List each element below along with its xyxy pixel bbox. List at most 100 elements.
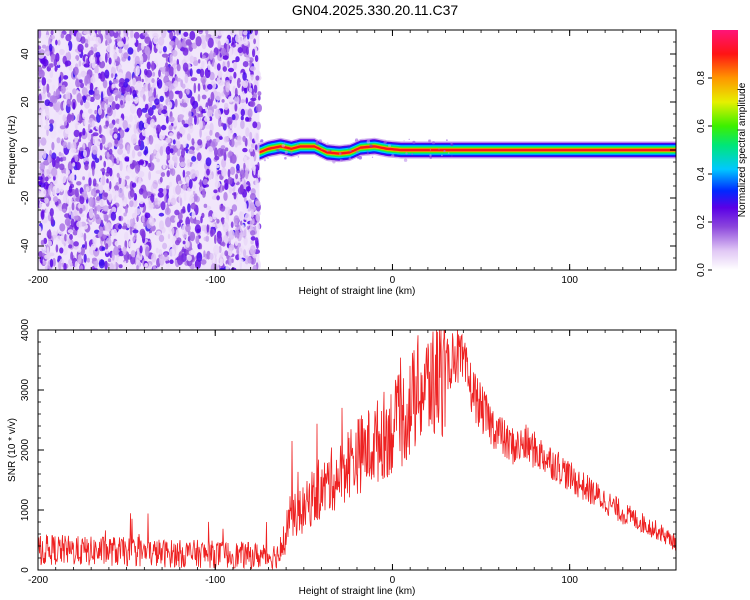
noise-speck	[62, 101, 66, 110]
noise-speck	[84, 43, 89, 48]
noise-speck	[249, 245, 256, 255]
noise-speck	[138, 199, 144, 205]
noise-speck	[85, 74, 91, 84]
noise-speck	[68, 185, 73, 193]
noise-speck	[121, 202, 127, 207]
noise-speck	[255, 75, 260, 81]
noise-speck	[250, 240, 254, 245]
x-axis-label: Height of straight line (km)	[299, 586, 416, 597]
noise-speck	[118, 215, 122, 221]
noise-speck	[136, 75, 142, 83]
noise-speck	[194, 115, 197, 125]
noise-speck	[65, 33, 72, 42]
noise-speck	[207, 83, 213, 90]
noise-speck	[148, 171, 152, 181]
noise-speck	[197, 83, 201, 92]
noise-speck	[222, 222, 229, 233]
noise-speck	[105, 249, 109, 254]
noise-speck	[205, 157, 212, 167]
noise-speck	[253, 38, 256, 45]
noise-speck	[209, 252, 214, 261]
noise-speck	[88, 89, 95, 96]
noise-speck	[63, 75, 69, 80]
noise-speck	[216, 101, 219, 107]
noise-speck	[227, 128, 231, 139]
noise-speck	[54, 253, 58, 261]
noise-speck	[50, 54, 54, 63]
noise-speck	[169, 248, 175, 257]
noise-speck	[47, 154, 51, 164]
noise-speck	[129, 188, 135, 198]
noise-speck	[64, 213, 70, 219]
noise-speck	[174, 37, 179, 46]
noise-speck	[198, 59, 201, 64]
noise-speck	[122, 178, 126, 187]
noise-speck	[210, 229, 214, 237]
noise-speck	[112, 61, 117, 68]
noise-speck	[91, 257, 97, 262]
noise-speck	[154, 204, 159, 210]
noise-speck	[77, 247, 82, 253]
noise-speck	[112, 158, 118, 164]
noise-speck	[166, 185, 170, 190]
noise-speck	[185, 55, 189, 61]
noise-speck	[54, 65, 58, 72]
noise-speck	[215, 137, 220, 143]
noise-speck	[168, 116, 175, 123]
noise-speck	[160, 124, 167, 131]
noise-speck	[133, 31, 140, 40]
noise-speck	[106, 159, 113, 167]
noise-speck	[168, 104, 171, 113]
noise-speck	[255, 200, 261, 207]
signal-halo	[348, 147, 350, 149]
noise-speck	[69, 172, 75, 182]
noise-speck	[46, 246, 50, 257]
noise-speck	[179, 161, 186, 168]
noise-speck	[220, 122, 225, 127]
noise-speck	[51, 167, 58, 177]
noise-speck	[251, 164, 256, 172]
noise-speck	[42, 59, 49, 67]
noise-speck	[197, 139, 203, 146]
noise-speck	[122, 120, 128, 130]
noise-speck	[207, 37, 214, 48]
noise-speck	[118, 223, 122, 230]
noise-speck	[40, 137, 47, 146]
noise-speck	[197, 113, 204, 118]
noise-speck	[143, 221, 147, 227]
noise-speck	[95, 214, 100, 220]
noise-speck	[106, 115, 110, 122]
noise-speck	[233, 192, 237, 200]
noise-speck	[144, 103, 149, 111]
noise-speck	[175, 228, 180, 238]
noise-speck	[214, 164, 220, 169]
noise-speck	[141, 130, 148, 137]
noise-speck	[121, 225, 128, 230]
noise-speck	[99, 155, 103, 161]
noise-speck	[71, 202, 75, 211]
noise-speck	[135, 253, 141, 264]
noise-speck	[58, 30, 63, 35]
noise-speck	[229, 76, 233, 80]
noise-speck	[182, 140, 187, 148]
noise-speck	[175, 239, 180, 246]
noise-speck	[48, 229, 52, 238]
noise-speck	[235, 34, 240, 43]
noise-speck	[92, 47, 98, 52]
noise-speck	[243, 155, 247, 163]
noise-speck	[144, 36, 151, 44]
noise-speck	[214, 155, 220, 161]
noise-speck	[202, 188, 206, 198]
noise-speck	[79, 265, 84, 270]
noise-speck	[38, 163, 41, 168]
noise-speck	[185, 216, 191, 227]
noise-speck	[51, 152, 57, 161]
noise-speck	[73, 66, 79, 76]
noise-speck	[138, 98, 144, 104]
noise-speck	[134, 165, 140, 174]
noise-speck	[189, 55, 195, 64]
noise-speck	[242, 147, 248, 153]
noise-speck	[216, 63, 221, 71]
noise-speck	[117, 188, 124, 198]
noise-speck	[52, 84, 56, 90]
